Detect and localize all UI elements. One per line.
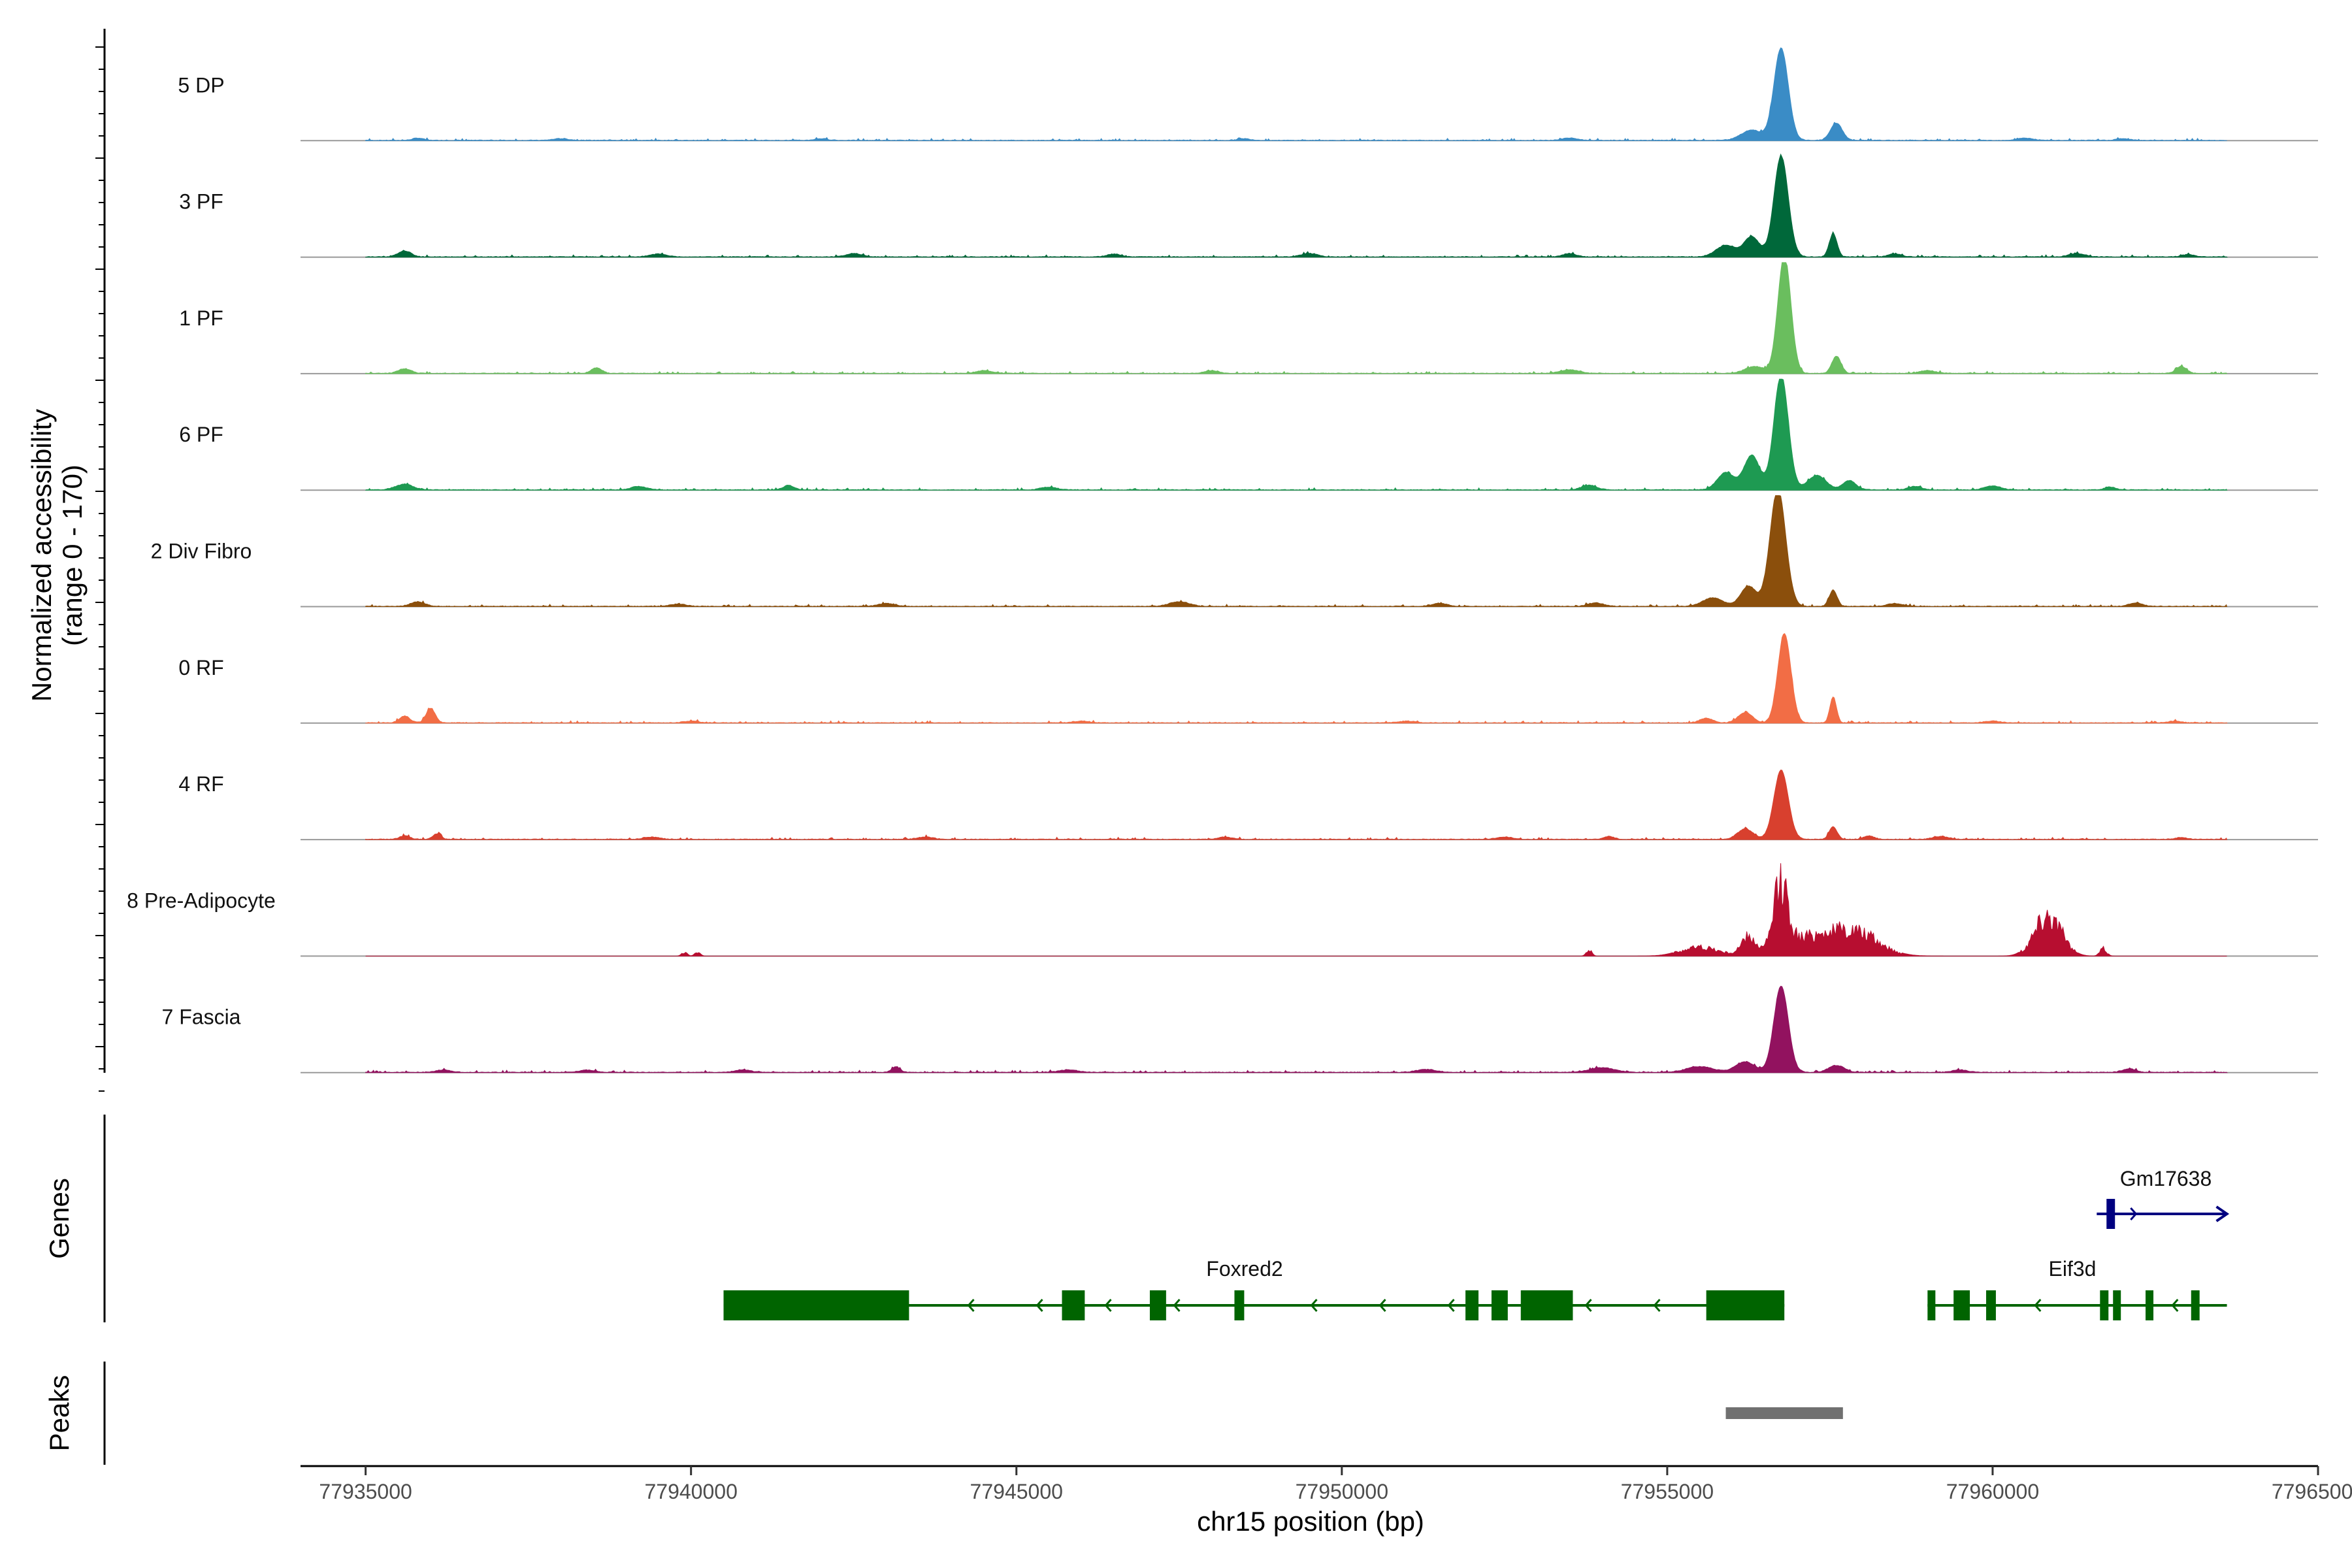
x-axis-label: chr15 position (bp)	[1197, 1506, 1424, 1537]
peak-region	[1725, 1407, 1843, 1419]
gene-foxred2: Foxred2	[723, 1257, 1785, 1320]
gene-exon	[1465, 1290, 1478, 1320]
track-label: 7 Fascia	[162, 1005, 241, 1029]
gene-exon	[1927, 1290, 1936, 1320]
coverage-area	[365, 495, 2228, 608]
gene-label: Gm17638	[2120, 1167, 2212, 1190]
x-tick-label: 77955000	[1621, 1480, 1714, 1503]
track-1-pf: 1 PF	[179, 262, 2318, 374]
strand-chevron-icon	[2130, 1207, 2138, 1220]
track-label: 5 DP	[178, 73, 224, 97]
gene-exon	[723, 1290, 909, 1320]
x-tick-label: 77935000	[319, 1480, 412, 1503]
y-axis-label: Normalized accessibility	[26, 409, 57, 702]
coverage-area	[365, 378, 2228, 491]
gene-exon	[1520, 1290, 1573, 1320]
gene-label: Eif3d	[2049, 1257, 2097, 1281]
coverage-area	[365, 632, 2228, 724]
x-tick-label: 77960000	[1946, 1480, 2039, 1503]
gene-exon	[1062, 1290, 1085, 1320]
strand-chevron-icon	[1173, 1299, 1181, 1312]
strand-chevron-icon	[1104, 1299, 1112, 1312]
strand-chevron-icon	[1310, 1299, 1318, 1312]
strand-chevron-icon	[1379, 1299, 1386, 1312]
track-7-fascia: 7 Fascia	[162, 985, 2318, 1073]
track-label: 6 PF	[179, 423, 223, 446]
gene-exon	[1491, 1290, 1508, 1320]
peaks-panel-label: Peaks	[44, 1375, 74, 1452]
gene-exon	[2106, 1199, 2115, 1229]
coverage-tracks: 5 DP 3 PF 1 PF 6 PF 2 Div Fibro 0 RF 4 RF 8 Pre…	[127, 47, 2318, 1073]
gene-exon	[1706, 1290, 1785, 1320]
track-label: 1 PF	[179, 306, 223, 330]
coverage-area	[365, 985, 2229, 1073]
track-label: 4 RF	[178, 772, 223, 796]
gene-eif3d: Eif3d	[1927, 1257, 2227, 1320]
strand-chevron-icon	[1653, 1299, 1661, 1312]
track-5-dp: 5 DP	[178, 47, 2318, 142]
gene-exon	[1149, 1290, 1166, 1320]
strand-chevron-icon	[1584, 1299, 1592, 1312]
gene-label: Foxred2	[1206, 1257, 1282, 1281]
y-axis-sublabel: (range 0 - 170)	[57, 465, 88, 646]
strand-chevron-icon	[2034, 1299, 2042, 1312]
track-label: 3 PF	[179, 190, 223, 214]
strand-chevron-icon	[1447, 1299, 1455, 1312]
strand-chevron-icon	[967, 1299, 975, 1312]
track-8-pre-adipocyte: 8 Pre-Adipocyte	[127, 863, 2318, 957]
gene-exon	[1953, 1290, 1970, 1320]
coverage-area	[365, 863, 2227, 956]
x-tick-label: 77945000	[970, 1480, 1063, 1503]
x-tick-label: 77940000	[644, 1480, 737, 1503]
x-tick-label: 77965000	[2272, 1480, 2352, 1503]
genes-panel-label: Genes	[44, 1178, 74, 1259]
gene-annotation-track: Genes Foxred2 Eif3d Gm17638	[44, 1115, 2230, 1322]
track-3-pf: 3 PF	[179, 153, 2318, 258]
gene-exon	[2113, 1290, 2121, 1320]
coverage-area	[365, 47, 2227, 142]
strand-chevron-icon	[1036, 1299, 1043, 1312]
gene-gm17638: Gm17638	[2097, 1167, 2230, 1229]
track-label: 8 Pre-Adipocyte	[127, 889, 276, 912]
gene-exon	[1234, 1290, 1245, 1320]
x-tick-label: 77950000	[1296, 1480, 1388, 1503]
coverage-area	[365, 153, 2229, 258]
peaks-track: Peaks	[44, 1362, 1843, 1465]
coverage-area	[365, 770, 2228, 840]
track-2-div-fibro: 2 Div Fibro	[151, 495, 2318, 608]
coverage-area	[365, 262, 2228, 374]
track-4-rf: 4 RF	[178, 770, 2318, 841]
track-6-pf: 6 PF	[179, 378, 2318, 491]
coverage-y-axis: Normalized accessibility (range 0 - 170)	[26, 29, 106, 1092]
gene-exon	[1985, 1290, 1996, 1320]
track-0-rf: 0 RF	[178, 632, 2318, 724]
gene-exon	[2100, 1290, 2109, 1320]
x-axis: chr15 position (bp) 77935000 77940000 7794…	[301, 1465, 2352, 1537]
track-label: 2 Div Fibro	[151, 540, 252, 563]
strand-arrow-icon	[2215, 1205, 2230, 1222]
gene-exon	[2146, 1290, 2154, 1320]
gene-exon	[2191, 1290, 2200, 1320]
track-label: 0 RF	[178, 656, 223, 679]
strand-chevron-icon	[2171, 1299, 2179, 1312]
